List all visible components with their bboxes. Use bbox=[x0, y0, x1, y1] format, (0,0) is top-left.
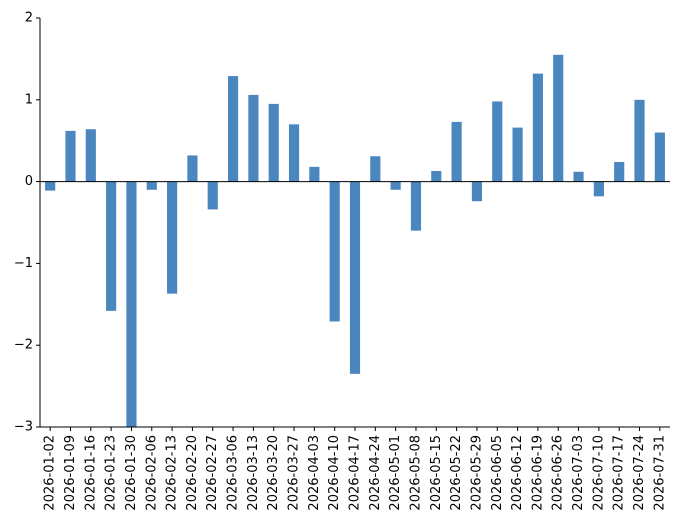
y-tick-label: 1 bbox=[25, 92, 33, 107]
bar bbox=[634, 99, 645, 182]
x-tick-label: 2026-03-06 bbox=[226, 435, 241, 511]
bar bbox=[329, 181, 340, 322]
x-tick-label: 2026-01-02 bbox=[43, 435, 58, 511]
x-tick-label: 2026-07-24 bbox=[632, 435, 647, 511]
y-tick-label: 2 bbox=[25, 11, 33, 26]
bar bbox=[410, 181, 422, 231]
bar bbox=[288, 124, 300, 182]
bar bbox=[207, 181, 218, 210]
x-tick-label: 2026-05-08 bbox=[408, 435, 423, 511]
y-tick-label: −3 bbox=[14, 420, 33, 435]
x-tick-label: 2026-06-19 bbox=[530, 435, 545, 511]
x-tick-label: 2026-01-09 bbox=[63, 435, 78, 511]
x-tick-label: 2026-07-31 bbox=[652, 435, 667, 511]
bar bbox=[85, 129, 96, 182]
bar bbox=[512, 127, 523, 182]
x-tick-label: 2026-05-22 bbox=[449, 435, 464, 511]
bar bbox=[187, 155, 198, 182]
bar bbox=[227, 76, 239, 182]
bar bbox=[593, 181, 604, 197]
bar bbox=[126, 181, 137, 427]
y-tick-label: −2 bbox=[14, 338, 33, 353]
bar bbox=[248, 94, 259, 182]
x-tick-label: 2026-02-27 bbox=[205, 435, 220, 511]
bar bbox=[492, 101, 503, 182]
bar bbox=[614, 161, 625, 182]
bar bbox=[65, 130, 76, 182]
x-tick-label: 2026-05-29 bbox=[469, 435, 484, 511]
x-tick-label: 2026-07-10 bbox=[591, 435, 606, 511]
bar bbox=[146, 181, 157, 190]
x-tick-label: 2026-02-06 bbox=[144, 435, 159, 511]
bar bbox=[349, 181, 361, 374]
x-tick-label: 2026-02-13 bbox=[165, 435, 180, 511]
x-tick-label: 2026-03-27 bbox=[287, 435, 302, 511]
x-tick-label: 2026-04-03 bbox=[307, 435, 322, 511]
y-tick-label: −1 bbox=[14, 256, 33, 271]
y-tick-label: 0 bbox=[25, 174, 33, 189]
x-tick-label: 2026-07-17 bbox=[612, 435, 627, 511]
x-tick-label: 2026-04-24 bbox=[368, 435, 383, 511]
bar bbox=[573, 171, 584, 182]
x-tick-label: 2026-01-16 bbox=[83, 435, 98, 511]
bar bbox=[167, 181, 178, 294]
bar bbox=[268, 103, 279, 182]
x-tick-label: 2026-03-20 bbox=[266, 435, 281, 511]
x-tick-label: 2026-06-05 bbox=[490, 435, 505, 511]
bar bbox=[654, 132, 665, 182]
bar bbox=[106, 181, 117, 311]
x-tick-label: 2026-04-17 bbox=[348, 435, 363, 511]
x-tick-label: 2026-07-03 bbox=[571, 435, 586, 511]
x-tick-label: 2026-06-26 bbox=[551, 435, 566, 511]
bar bbox=[553, 54, 564, 182]
x-tick-label: 2026-03-13 bbox=[246, 435, 261, 511]
bar bbox=[451, 121, 462, 182]
bar bbox=[45, 181, 56, 191]
x-tick-label: 2026-04-10 bbox=[327, 435, 342, 511]
bar bbox=[309, 166, 320, 182]
x-tick-label: 2026-01-23 bbox=[104, 435, 119, 511]
bar bbox=[370, 156, 381, 182]
x-tick-label: 2026-01-30 bbox=[124, 435, 139, 511]
x-tick-label: 2026-05-15 bbox=[429, 435, 444, 511]
x-tick-label: 2026-02-20 bbox=[185, 435, 200, 511]
bar bbox=[431, 170, 442, 182]
bar bbox=[532, 73, 543, 182]
bar bbox=[471, 181, 483, 202]
x-tick-label: 2026-05-01 bbox=[388, 435, 403, 511]
bar bbox=[390, 181, 401, 190]
x-tick-label: 2026-06-12 bbox=[510, 435, 525, 511]
